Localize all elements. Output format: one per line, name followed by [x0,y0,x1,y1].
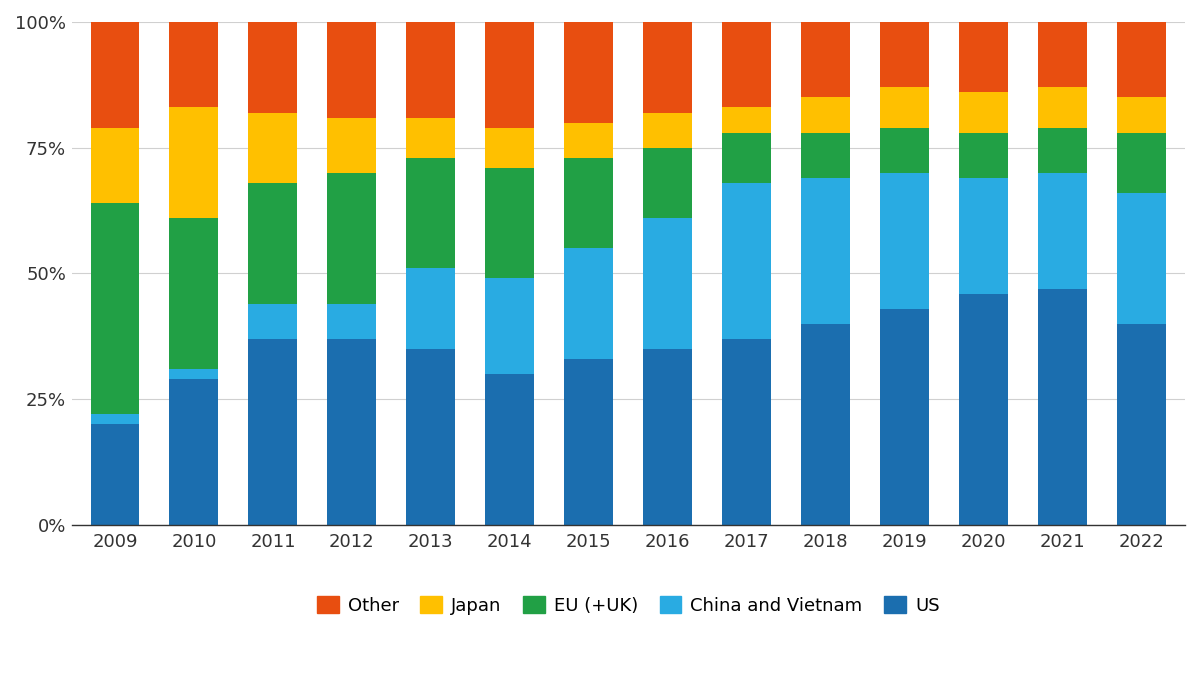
Bar [328,303,377,339]
Bar [722,339,772,525]
Bar [643,112,692,148]
Legend: Other, Japan, EU (+UK), China and Vietnam, US: Other, Japan, EU (+UK), China and Vietna… [310,589,947,622]
Bar [722,22,772,107]
Bar [1038,22,1087,87]
Bar [1038,288,1087,525]
Bar [407,118,455,158]
Bar [328,22,377,118]
Bar [880,173,929,309]
Bar [328,339,377,525]
Bar [643,218,692,349]
Bar [564,248,613,359]
Bar [90,414,139,424]
Bar [485,22,534,128]
Bar [169,107,218,218]
Bar [722,183,772,339]
Bar [90,128,139,203]
Bar [959,22,1008,92]
Bar [722,133,772,183]
Bar [880,128,929,173]
Bar [485,168,534,279]
Bar [1117,133,1166,193]
Bar [643,349,692,525]
Bar [959,92,1008,133]
Bar [485,128,534,168]
Bar [90,424,139,525]
Bar [407,349,455,525]
Bar [248,22,298,112]
Bar [1038,87,1087,128]
Bar [169,379,218,525]
Bar [407,22,455,118]
Bar [802,97,850,133]
Bar [248,339,298,525]
Bar [1117,22,1166,97]
Bar [1117,97,1166,133]
Bar [802,178,850,324]
Bar [880,22,929,87]
Bar [248,112,298,183]
Bar [90,203,139,414]
Bar [959,133,1008,178]
Bar [328,118,377,173]
Bar [880,309,929,525]
Bar [643,22,692,112]
Bar [1038,173,1087,288]
Bar [802,133,850,178]
Bar [1038,128,1087,173]
Bar [407,158,455,269]
Bar [169,369,218,379]
Bar [722,107,772,133]
Bar [169,22,218,107]
Bar [485,374,534,525]
Bar [248,183,298,303]
Bar [959,178,1008,294]
Bar [1117,193,1166,324]
Bar [802,22,850,97]
Bar [880,87,929,128]
Bar [802,324,850,525]
Bar [564,22,613,122]
Bar [564,122,613,158]
Bar [248,303,298,339]
Bar [643,148,692,218]
Bar [959,294,1008,525]
Bar [90,22,139,128]
Bar [169,218,218,369]
Bar [485,279,534,374]
Bar [564,359,613,525]
Bar [407,269,455,349]
Bar [1117,324,1166,525]
Bar [328,173,377,303]
Bar [564,158,613,248]
